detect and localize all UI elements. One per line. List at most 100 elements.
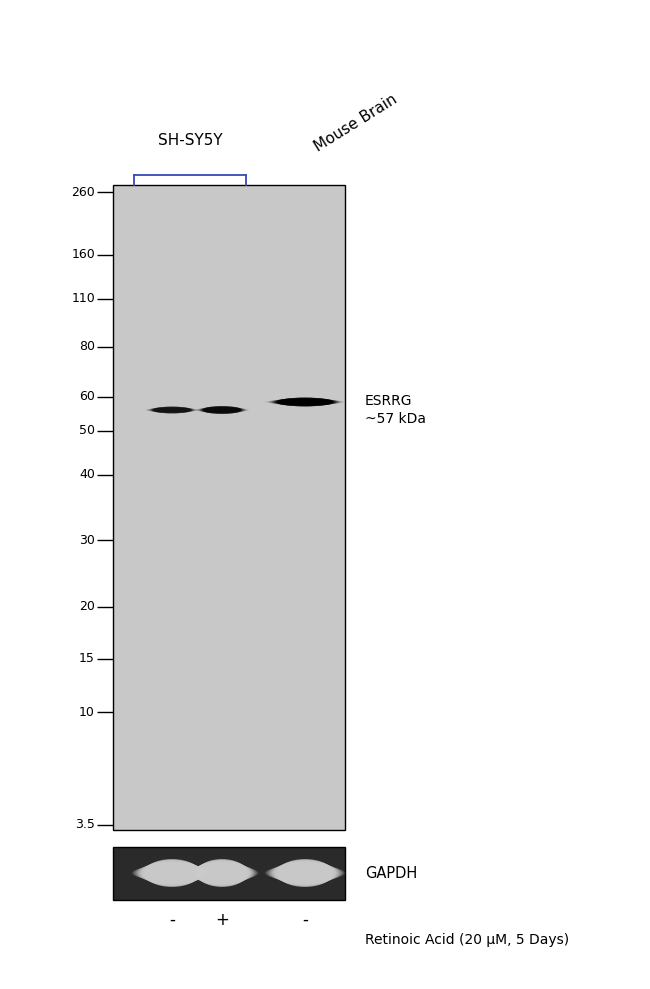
Ellipse shape [274, 398, 336, 405]
Ellipse shape [273, 399, 337, 405]
Ellipse shape [133, 864, 211, 881]
Ellipse shape [190, 862, 254, 883]
Bar [113, 847, 345, 900]
Ellipse shape [196, 859, 248, 886]
Ellipse shape [150, 407, 194, 412]
Ellipse shape [153, 406, 191, 413]
Ellipse shape [202, 406, 242, 413]
Ellipse shape [201, 406, 243, 413]
Ellipse shape [138, 862, 207, 883]
Ellipse shape [203, 406, 241, 414]
Ellipse shape [151, 406, 194, 413]
Ellipse shape [274, 861, 337, 885]
Ellipse shape [275, 398, 335, 406]
Text: +: + [215, 911, 229, 929]
Ellipse shape [140, 861, 204, 884]
Ellipse shape [265, 865, 346, 880]
Text: 50: 50 [79, 424, 95, 437]
Ellipse shape [276, 860, 335, 886]
Ellipse shape [278, 398, 333, 406]
Text: ESRRG
~57 kDa: ESRRG ~57 kDa [365, 394, 426, 426]
Ellipse shape [197, 859, 247, 887]
Ellipse shape [192, 861, 252, 884]
Ellipse shape [277, 859, 333, 887]
Ellipse shape [188, 864, 256, 882]
Text: 3.5: 3.5 [75, 819, 95, 832]
Ellipse shape [137, 862, 207, 883]
Ellipse shape [142, 860, 202, 886]
Ellipse shape [142, 860, 202, 885]
Ellipse shape [139, 861, 205, 884]
Ellipse shape [265, 865, 345, 880]
Text: -: - [302, 911, 308, 929]
Ellipse shape [272, 861, 338, 884]
Ellipse shape [276, 398, 334, 406]
Text: 20: 20 [79, 600, 95, 613]
Ellipse shape [276, 398, 335, 406]
Ellipse shape [203, 406, 241, 414]
Text: 160: 160 [72, 248, 95, 261]
Ellipse shape [272, 399, 338, 405]
Ellipse shape [191, 862, 253, 884]
Text: 15: 15 [79, 653, 95, 666]
Ellipse shape [143, 859, 201, 886]
Ellipse shape [196, 859, 248, 887]
Ellipse shape [185, 865, 259, 880]
Ellipse shape [150, 407, 195, 412]
Ellipse shape [195, 860, 249, 886]
Ellipse shape [269, 399, 341, 405]
Ellipse shape [136, 863, 209, 882]
Text: -: - [169, 911, 175, 929]
Ellipse shape [151, 406, 193, 413]
Text: Mouse Brain: Mouse Brain [312, 92, 400, 155]
Ellipse shape [187, 865, 257, 881]
Ellipse shape [271, 862, 339, 884]
Ellipse shape [188, 864, 255, 882]
Ellipse shape [144, 859, 200, 887]
Ellipse shape [199, 406, 245, 413]
Text: SH-SY5Y: SH-SY5Y [158, 133, 222, 148]
Ellipse shape [187, 864, 257, 881]
Ellipse shape [270, 862, 339, 883]
Ellipse shape [202, 406, 242, 413]
Ellipse shape [148, 407, 196, 412]
Ellipse shape [153, 406, 192, 413]
Ellipse shape [198, 407, 246, 412]
Ellipse shape [149, 407, 195, 412]
Ellipse shape [189, 863, 255, 882]
Ellipse shape [201, 406, 243, 413]
Ellipse shape [268, 863, 341, 882]
Ellipse shape [152, 406, 192, 413]
Ellipse shape [136, 863, 208, 883]
Text: Retinoic Acid (20 μM, 5 Days): Retinoic Acid (20 μM, 5 Days) [365, 933, 569, 947]
Text: 80: 80 [79, 340, 95, 353]
Ellipse shape [274, 399, 337, 405]
Ellipse shape [192, 861, 252, 884]
Ellipse shape [270, 399, 339, 405]
Ellipse shape [194, 860, 250, 885]
Ellipse shape [200, 406, 244, 413]
Ellipse shape [138, 862, 205, 884]
Ellipse shape [193, 861, 251, 885]
Ellipse shape [266, 864, 343, 881]
Text: 260: 260 [72, 186, 95, 199]
Text: 110: 110 [72, 293, 95, 306]
Ellipse shape [269, 863, 341, 883]
Ellipse shape [135, 864, 209, 882]
Ellipse shape [268, 864, 342, 882]
Text: 40: 40 [79, 469, 95, 482]
Ellipse shape [270, 399, 340, 405]
Ellipse shape [151, 406, 192, 413]
Ellipse shape [134, 864, 210, 882]
Ellipse shape [268, 399, 341, 405]
Ellipse shape [186, 865, 258, 880]
Text: 10: 10 [79, 705, 95, 718]
Ellipse shape [266, 865, 344, 881]
Ellipse shape [131, 865, 213, 880]
Ellipse shape [132, 865, 212, 880]
Text: 60: 60 [79, 391, 95, 404]
Ellipse shape [150, 407, 194, 413]
Ellipse shape [141, 860, 203, 885]
Ellipse shape [133, 865, 211, 881]
Text: 30: 30 [79, 533, 95, 547]
